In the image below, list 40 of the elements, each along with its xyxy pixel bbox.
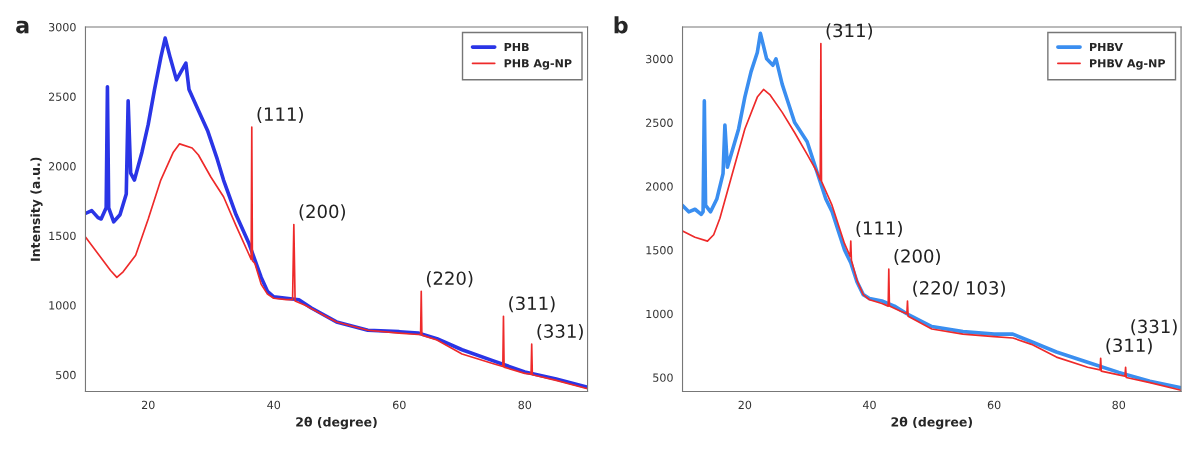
x-axis-title: 2θ (degree): [891, 416, 972, 430]
annotation: (311): [509, 296, 555, 313]
annotation: (111): [257, 106, 303, 124]
annotation: (311): [826, 23, 873, 40]
y-tick-label: 500: [653, 373, 673, 382]
x-tick-label: 20: [141, 400, 155, 410]
x-tick-label: 60: [987, 400, 1001, 410]
chart-title: a: [16, 20, 29, 34]
annotation: (331): [1131, 319, 1177, 336]
legend-label: PHB Ag-NP: [504, 59, 572, 70]
x-tick-label: 80: [1112, 400, 1126, 410]
annotation: (220): [426, 271, 473, 288]
y-tick-label: 1000: [49, 301, 76, 310]
x-tick-label: 60: [392, 400, 406, 410]
annotation: (331): [537, 323, 583, 341]
y-tick-label: 3000: [646, 54, 673, 64]
legend-label: PHBV: [1089, 42, 1123, 51]
x-tick-label: 40: [862, 400, 876, 410]
y-tick-label: 1500: [646, 246, 673, 255]
annotation: (111): [856, 220, 902, 237]
chart-title: b: [614, 16, 628, 34]
y-tick-label: 2500: [48, 92, 76, 101]
legend-label: PHB: [504, 42, 529, 51]
y-tick-label: 1500: [49, 231, 76, 241]
annotation: (311): [1106, 338, 1152, 355]
y-tick-label: 1000: [646, 309, 673, 319]
annotation: (200): [894, 248, 940, 265]
y-tick-label: 500: [56, 370, 76, 380]
x-tick-label: 40: [267, 400, 281, 410]
y-tick-label: 2000: [48, 162, 76, 171]
annotation: (200): [299, 204, 345, 221]
y-tick-label: 3000: [49, 22, 76, 32]
x-axis-title: 2θ (degree): [296, 416, 377, 430]
legend-label: PHBV Ag-NP: [1089, 59, 1166, 70]
annotation: (220/ 103): [913, 280, 1005, 297]
y-tick-label: 2000: [646, 182, 673, 191]
x-tick-label: 80: [518, 400, 532, 410]
x-tick-label: 20: [738, 400, 752, 410]
y-axis-title: Intensity (a.u.): [30, 157, 43, 261]
y-tick-label: 2500: [646, 118, 673, 127]
